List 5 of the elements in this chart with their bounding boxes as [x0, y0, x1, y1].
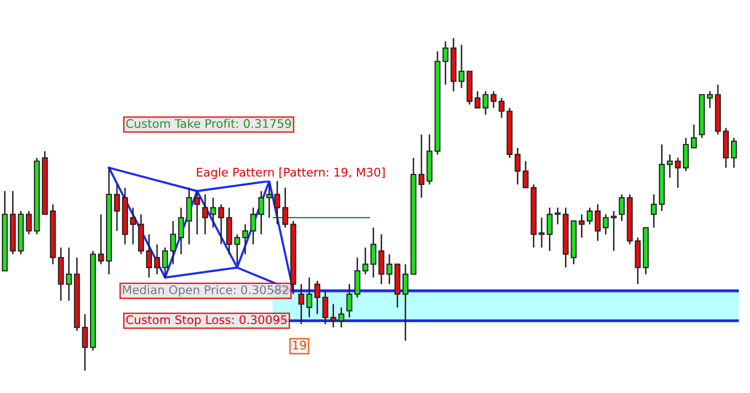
- annotation: Median Open Price: 0.30582: [123, 285, 288, 297]
- annotation: Eagle Pattern [Pattern: 19, M30]: [196, 168, 385, 179]
- annotation: 19: [293, 340, 306, 350]
- annotation: Custom Stop Loss: 0.30095: [126, 315, 287, 326]
- annotation: Custom Take Profit: 0.31759: [126, 118, 291, 128]
